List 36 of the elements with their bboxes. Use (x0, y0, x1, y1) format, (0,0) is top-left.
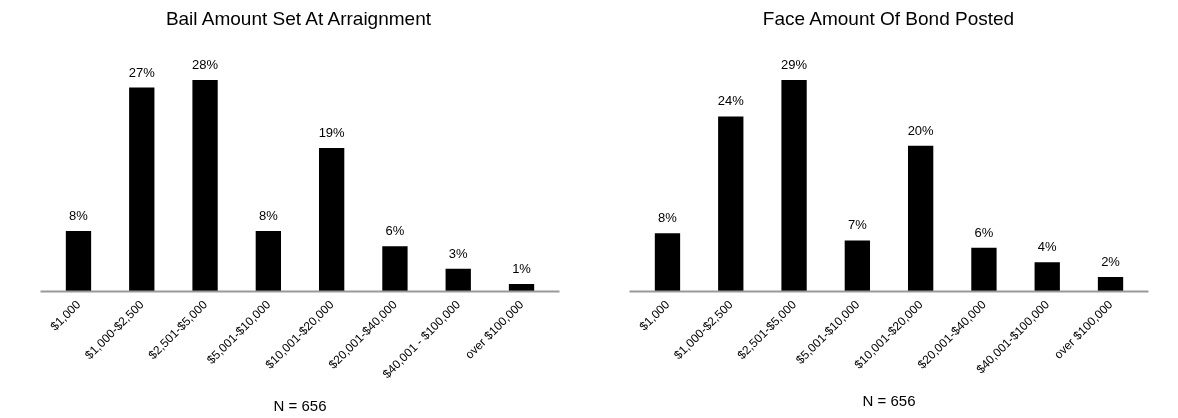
text: N = 656 (862, 391, 916, 409)
data-label: 8% (69, 208, 89, 224)
bar (445, 268, 471, 292)
data-label: 8% (258, 208, 279, 224)
data-label: 2% (1101, 253, 1121, 269)
bar (907, 145, 934, 292)
bar (718, 116, 744, 292)
bar (1034, 262, 1060, 292)
data-label: 29% (781, 57, 808, 73)
bar (781, 80, 807, 292)
chart-title: Face Amount Of Bond Posted (762, 7, 1015, 29)
data-label: 20% (907, 122, 935, 138)
data-label: 8% (658, 210, 678, 226)
bar (508, 283, 535, 292)
bar (1097, 276, 1124, 292)
bar (255, 231, 282, 292)
bar (318, 148, 345, 292)
data-label: 19% (318, 125, 346, 140)
data-label: 6% (385, 223, 405, 239)
data-label: 6% (974, 224, 994, 240)
data-label: 28% (192, 57, 219, 73)
bar (971, 247, 997, 292)
text: N = 656 (273, 396, 327, 414)
chart-title: Bail Amount Set At Arraignment (165, 7, 432, 29)
bar (65, 231, 92, 292)
data-label: 3% (448, 245, 469, 261)
data-label: 7% (847, 217, 868, 233)
bar (844, 240, 871, 292)
data-label: 24% (717, 93, 745, 109)
bar (382, 246, 408, 292)
data-label: 27% (128, 64, 156, 80)
bar (129, 87, 155, 292)
data-label: 1% (512, 260, 532, 276)
data-label: 4% (1037, 239, 1058, 255)
bar (192, 80, 218, 292)
bar (654, 233, 681, 292)
